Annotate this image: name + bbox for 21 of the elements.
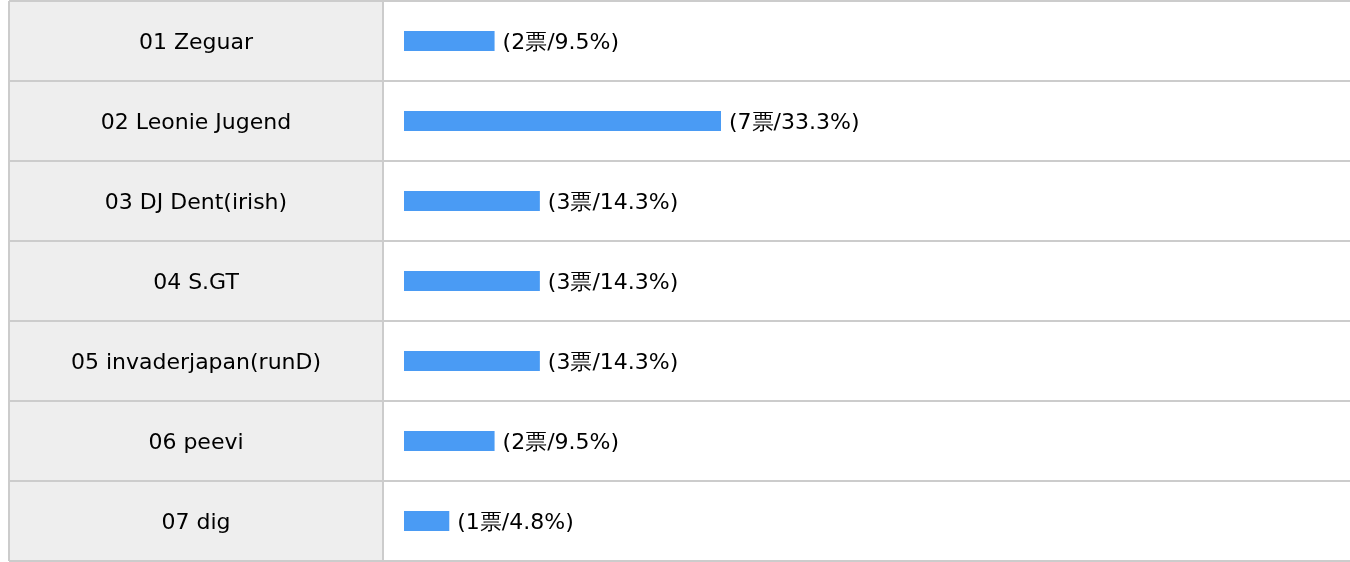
bar: [404, 191, 540, 211]
data-label: (2票/9.5%): [502, 428, 620, 454]
bar: [404, 271, 540, 291]
bar: [404, 431, 495, 451]
y-tick-label: 04 S.GT: [153, 268, 240, 294]
data-label: (3票/14.3%): [547, 348, 679, 374]
y-tick-label: 03 DJ Dent(irish): [104, 188, 288, 214]
y-tick-label: 06 peevi: [148, 428, 244, 454]
data-label: (3票/14.3%): [547, 188, 679, 214]
data-label: (3票/14.3%): [547, 268, 679, 294]
y-tick-label: 05 invaderjapan(runD): [70, 348, 322, 374]
data-label: (7票/33.3%): [729, 108, 860, 134]
bar: [404, 111, 721, 131]
bar: [404, 511, 450, 531]
data-label: (2票/9.5%): [502, 28, 620, 54]
y-tick-label: 07 dig: [161, 508, 231, 534]
data-label: (1票/4.8%): [457, 508, 574, 534]
y-tick-label: 01 Zeguar: [138, 28, 254, 54]
bar: [404, 351, 540, 371]
bar: [404, 31, 495, 51]
y-tick-label: 02 Leonie Jugend: [100, 108, 292, 134]
